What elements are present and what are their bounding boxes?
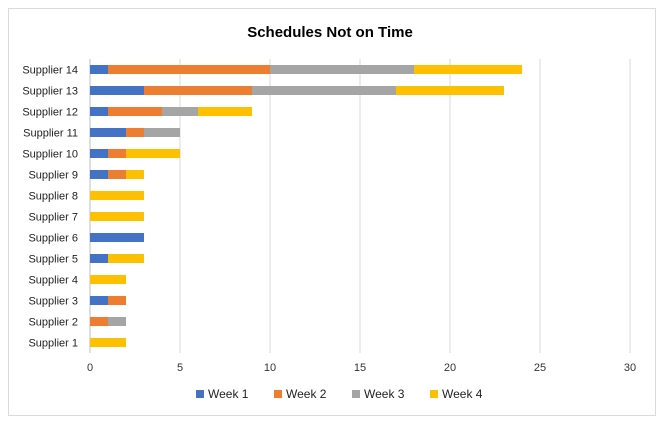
y-tick-label: Supplier 1 (28, 338, 78, 350)
bar-segment (90, 296, 108, 305)
bars (90, 65, 522, 347)
bar-segment (252, 86, 396, 95)
bar-segment (90, 212, 144, 221)
bar-segment (144, 128, 180, 137)
x-tick-label: 30 (624, 362, 636, 374)
bar-segment (270, 65, 414, 74)
legend: Week 1 Week 2 Week 3 Week 4 (196, 387, 483, 401)
bar-segment (90, 275, 126, 284)
legend-swatch (274, 390, 282, 398)
bar-segment (90, 317, 108, 326)
bar-segment (108, 296, 126, 305)
y-tick-label: Supplier 2 (28, 317, 78, 329)
bar-segment (126, 128, 144, 137)
y-tick-label: Supplier 11 (23, 128, 78, 140)
x-tick-label: 5 (177, 362, 183, 374)
legend-swatch (352, 390, 360, 398)
y-tick-label: Supplier 9 (28, 170, 78, 182)
bar-segment (108, 317, 126, 326)
bar-segment (90, 65, 108, 74)
legend-label: Week 3 (364, 387, 405, 401)
bar-segment (198, 107, 252, 116)
bar-segment (108, 254, 144, 263)
bar-segment (108, 107, 162, 116)
legend-label: Week 4 (442, 387, 483, 401)
bar-segment (414, 65, 522, 74)
y-tick-label: Supplier 3 (28, 296, 78, 308)
bar-segment (90, 254, 108, 263)
x-tick-label: 15 (354, 362, 366, 374)
bar-segment (162, 107, 198, 116)
y-tick-label: Supplier 4 (28, 275, 78, 287)
y-tick-label: Supplier 12 (22, 107, 78, 119)
x-tick-label: 25 (534, 362, 546, 374)
bar-segment (90, 170, 108, 179)
bar-segment (126, 170, 144, 179)
bar-segment (90, 107, 108, 116)
chart-title: Schedules Not on Time (247, 24, 413, 41)
legend-swatch (196, 390, 204, 398)
y-tick-label: Supplier 7 (28, 212, 78, 224)
legend-label: Week 1 (208, 387, 249, 401)
bar-segment (90, 338, 126, 347)
bar-segment (144, 86, 252, 95)
x-tick-label: 0 (87, 362, 93, 374)
bar-segment (108, 65, 270, 74)
bar-segment (90, 233, 144, 242)
y-tick-label: Supplier 13 (22, 86, 78, 98)
y-tick-label: Supplier 6 (28, 233, 78, 245)
gridlines (89, 59, 631, 353)
stacked-bar-chart: Schedules Not on Time Supplier 1Supplier… (22, 24, 636, 401)
bar-segment (108, 149, 126, 158)
bar-segment (108, 170, 126, 179)
y-tick-label: Supplier 10 (22, 149, 78, 161)
y-tick-label: Supplier 5 (28, 254, 78, 266)
x-tick-label: 10 (264, 362, 276, 374)
bar-segment (396, 86, 504, 95)
bar-segment (126, 149, 180, 158)
legend-swatch (430, 390, 438, 398)
x-tick-label: 20 (444, 362, 456, 374)
bar-segment (90, 149, 108, 158)
legend-label: Week 2 (286, 387, 327, 401)
y-tick-label: Supplier 8 (28, 191, 78, 203)
y-axis-labels: Supplier 1 Supplier 2 Supplier 3 Supplier 4… (22, 65, 78, 350)
bar-segment (90, 128, 126, 137)
bar-segment (90, 86, 144, 95)
bar-segment (90, 191, 144, 200)
x-axis-labels: 0 5 10 15 20 25 30 (87, 362, 636, 374)
y-tick-label: Supplier 14 (22, 65, 78, 77)
chart-frame: Schedules Not on Time Supplier 1 Supplier… (8, 8, 656, 416)
